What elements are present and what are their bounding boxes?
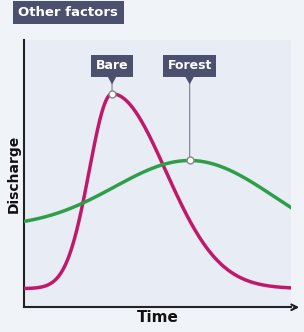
Text: Other factors: Other factors — [18, 6, 118, 19]
Polygon shape — [105, 72, 119, 84]
X-axis label: Time: Time — [136, 310, 178, 325]
Text: Bare: Bare — [96, 59, 128, 72]
Y-axis label: Discharge: Discharge — [7, 135, 21, 213]
Polygon shape — [183, 72, 196, 84]
Text: Forest: Forest — [168, 59, 212, 72]
